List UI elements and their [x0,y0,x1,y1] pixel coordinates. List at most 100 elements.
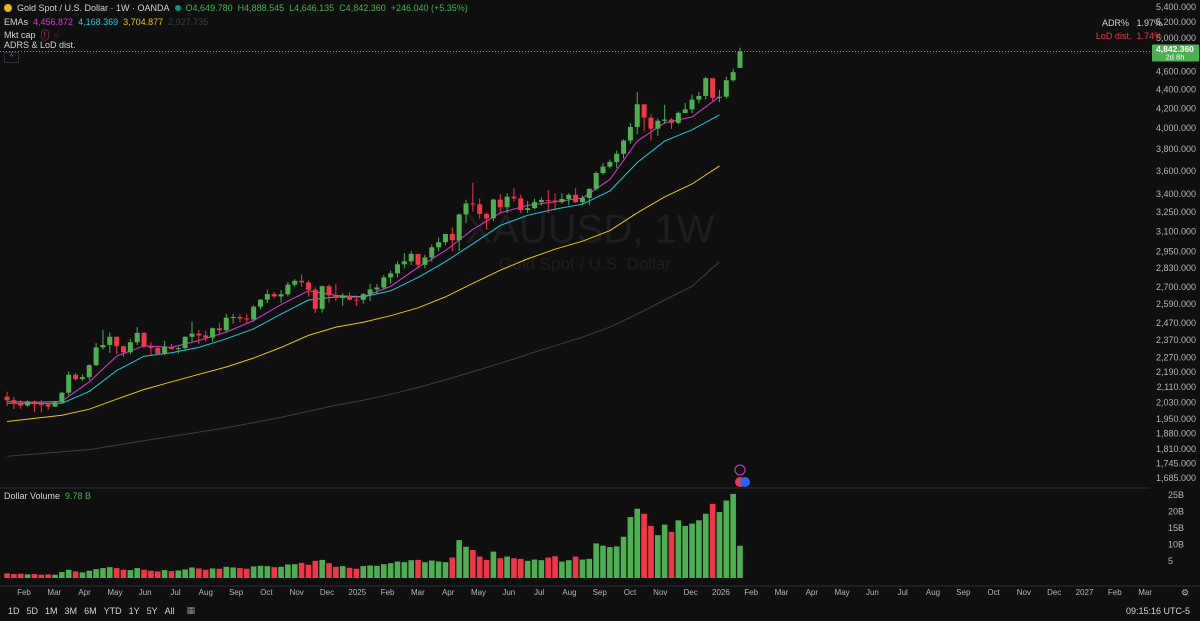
candle-body [4,396,10,401]
x-tick-label: Mar [1138,588,1152,597]
x-tick-label: Nov [653,588,667,597]
y-tick-label: 2,700.000 [1156,282,1196,292]
volume-title[interactable]: Dollar Volume [4,491,61,501]
mkt-cap-label[interactable]: Mkt cap [4,30,36,40]
range-button[interactable]: 1M [45,605,58,616]
candle-body [669,119,674,123]
x-tick-label: May [835,588,850,597]
candle-body [552,200,558,203]
range-button[interactable]: 1D [8,605,20,616]
volume-bar [244,568,250,578]
candle-body [258,299,263,307]
candle-body [593,173,599,189]
lod-value: 1.74% [1136,31,1162,41]
candle-body [134,332,140,343]
y-tick-label: 4,000.000 [1156,123,1196,133]
countdown-label: 2d 8h [1166,52,1185,61]
volume-bar [442,562,449,578]
volume-bar [79,572,86,578]
ema-label[interactable]: EMAs [4,17,29,27]
volume-bar [394,561,401,578]
range-button[interactable]: 1Y [128,605,140,616]
y-tick-label: 2,030.000 [1156,398,1196,408]
candle-body [627,126,633,141]
volume-bar [271,567,277,578]
adrs-label[interactable]: ADRS & LoD dist. [4,40,76,50]
volume-bar [319,559,325,578]
candle-body [381,277,387,288]
candle-body [107,336,113,345]
x-tick-label: Aug [562,588,576,597]
x-tick-label: Dec [320,588,334,597]
alert-icon[interactable]: ! [40,29,50,41]
price-pane [0,47,1150,457]
lod-label: LoD dist. [1095,31,1132,41]
volume-bar [490,551,497,578]
y-tick-label: 2,370.000 [1156,335,1196,345]
ema-value: 4,168.369 [78,17,119,27]
ema-line [7,261,720,457]
volume-bar [237,568,243,578]
volume-bar [196,568,202,578]
ohlc-low: L4,646.135 [289,3,335,13]
volume-bar [524,560,531,578]
volume-bar [387,563,394,578]
volume-bar [504,556,510,578]
volume-bar [285,564,291,578]
volume-bar [202,569,209,578]
volume-bar [326,563,332,578]
candle-body [216,328,222,331]
lod-row: LoD dist. 1.74% [1096,30,1162,43]
candle-body [347,295,353,300]
date-range-button[interactable]: ▦ [186,605,196,615]
volume-bar [120,569,127,578]
collapse-button[interactable]: ^ [4,52,19,63]
clock[interactable]: 09:15:16 UTC-5 [1125,605,1190,616]
volume-bar [661,524,668,578]
candle-body [333,295,339,298]
y-tick-label: 2,270.000 [1156,352,1196,362]
volume-bar [305,564,312,578]
x-tick-label: Jul [534,588,544,597]
volume-bar [209,568,216,578]
range-button[interactable]: YTD [103,605,122,616]
x-tick-label: Aug [199,588,213,597]
candle-body [326,286,332,296]
x-tick-label: Sep [229,588,244,597]
candle-body [559,198,565,203]
y-tick-label: 2,470.000 [1156,318,1196,328]
x-tick-label: Feb [744,588,758,597]
candle-body [196,333,202,336]
axes: 5,400.000 5,200.000 5,000.000 4,600.000 4,40… [17,2,1199,597]
range-button[interactable]: 5Y [146,605,158,616]
x-tick-label: Apr [442,588,455,597]
symbol-title[interactable]: Gold Spot / U.S. Dollar · 1W · OANDA [17,3,170,13]
volume-bar [682,525,688,578]
volume-bar [552,556,558,578]
candle-body [470,203,476,205]
y-tick-label: 4,400.000 [1156,85,1196,95]
volume-bar [456,540,462,578]
volume-bar [257,565,264,578]
candle-body [45,404,51,407]
ohlc-close: C4,842.360 [339,3,386,13]
volume-bar [586,558,593,578]
volume-tick-label: 15B [1168,523,1184,533]
range-button[interactable]: All [164,605,175,616]
y-tick-label: 3,600.000 [1156,166,1196,176]
volume-bar [723,500,730,578]
x-tick-label: Mar [411,588,425,597]
candle-body [395,264,400,274]
range-button[interactable]: 6M [84,605,97,616]
volume-legend-value: 9.78 B [65,491,92,501]
x-tick-label: Apr [78,588,91,597]
volume-bar [613,546,620,578]
range-button[interactable]: 5D [26,605,39,616]
range-button[interactable]: 3M [64,605,78,616]
y-tick-label: 1,745.000 [1156,459,1196,469]
refresh-icon[interactable]: ○ [54,30,60,40]
x-tick-label: Mar [47,588,61,597]
market-status [174,5,181,11]
candle-body [662,119,668,121]
